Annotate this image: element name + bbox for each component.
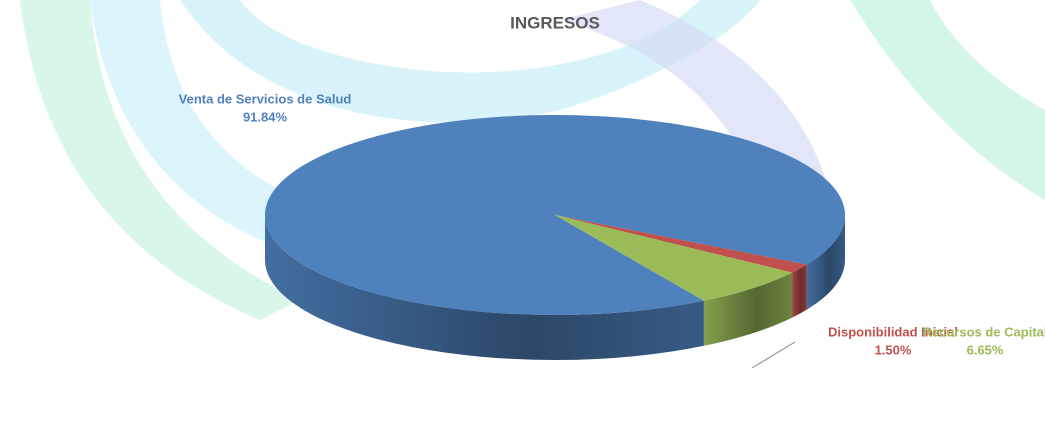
slice-side-shade — [265, 215, 704, 360]
slice-value-label: 1.50% — [875, 342, 912, 357]
slice-value-label: 6.65% — [967, 342, 1004, 357]
slice-value-label: 91.84% — [243, 109, 288, 124]
slice — [265, 114, 846, 315]
slice-label: Disponibilidad Inicial — [828, 324, 958, 339]
leader-line — [751, 341, 796, 369]
slice — [555, 215, 793, 301]
slice-side-shade — [806, 215, 845, 310]
chart-title: INGRESOS — [510, 13, 600, 32]
slice-label: Recursos de Capital — [923, 324, 1045, 339]
slice — [555, 215, 807, 273]
slice-side-shade — [703, 272, 793, 346]
slice-side-shade — [792, 264, 807, 318]
slice-label: Venta de Servicios de Salud — [179, 91, 352, 106]
